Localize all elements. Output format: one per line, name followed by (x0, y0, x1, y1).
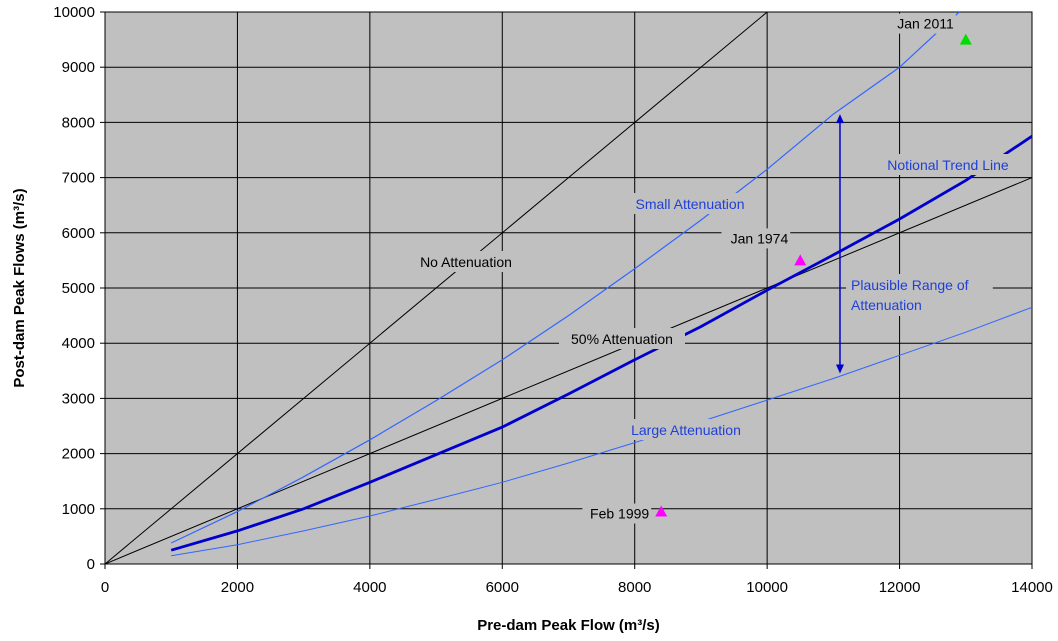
label-background (582, 503, 652, 524)
label-background (886, 13, 956, 34)
x-tick-label: 2000 (221, 579, 254, 596)
series-label: No Attenuation (420, 254, 512, 270)
annotations: No Attenuation 50% Attenuation Small Atten… (406, 154, 1027, 440)
series-line (170, 12, 960, 544)
y-tick-label: 5000 (62, 280, 95, 297)
series-label: Notional Trend Line (887, 157, 1009, 173)
label-background (846, 274, 993, 316)
event-markers: Jan 2011 Jan 1974 Feb 1999 (582, 13, 972, 524)
event-label: Jan 1974 (731, 230, 789, 246)
y-axis-ticks: 0 1000 2000 3000 4000 5000 6000 7000 8000 9000 100… (53, 4, 105, 573)
x-tick-label: 0 (101, 579, 109, 596)
label-background (619, 193, 761, 214)
event-label: Feb 1999 (590, 506, 649, 522)
label-background (559, 328, 685, 349)
range-label-line1: Plausible Range of (851, 277, 969, 293)
series-label: 50% Attenuation (571, 331, 673, 347)
y-tick-label: 4000 (62, 335, 95, 352)
y-axis-title: Post-dam Peak Flows (m³/s) (11, 188, 28, 387)
y-tick-label: 9000 (62, 59, 95, 76)
event-marker (794, 254, 807, 266)
x-tick-label: 10000 (746, 579, 788, 596)
x-axis-ticks: 0 2000 4000 6000 8000 10000 12000 14000 (101, 564, 1053, 596)
y-tick-label: 3000 (62, 390, 95, 407)
label-background (615, 419, 757, 440)
x-tick-label: 6000 (486, 579, 519, 596)
grid (104, 11, 1033, 565)
label-background (406, 251, 526, 272)
series-layer (105, 12, 1032, 564)
series-label: Small Attenuation (636, 196, 745, 212)
event-marker (959, 33, 972, 45)
range-arrow-head-top (835, 114, 844, 124)
x-tick-label: 12000 (879, 579, 921, 596)
x-tick-label: 4000 (353, 579, 386, 596)
range-arrow (835, 114, 844, 374)
y-tick-label: 1000 (62, 501, 95, 518)
y-tick-label: 7000 (62, 170, 95, 187)
label-background (869, 154, 1027, 175)
series-label: Large Attenuation (631, 422, 741, 438)
x-axis-title: Pre-dam Peak Flow (m³/s) (477, 617, 660, 634)
y-tick-label: 0 (87, 556, 95, 573)
range-arrow-head-bottom (835, 364, 844, 374)
y-tick-label: 10000 (53, 4, 95, 21)
series-line (105, 12, 768, 564)
y-tick-label: 6000 (62, 225, 95, 242)
event-label: Jan 2011 (897, 16, 954, 32)
x-tick-label: 14000 (1011, 579, 1053, 596)
y-tick-label: 8000 (62, 114, 95, 131)
label-background (721, 228, 791, 249)
range-label-line2: Attenuation (851, 297, 922, 313)
event-marker (655, 505, 668, 517)
x-tick-label: 8000 (618, 579, 651, 596)
series-line (171, 306, 1032, 557)
y-tick-label: 2000 (62, 446, 95, 463)
series-line (170, 135, 1032, 552)
